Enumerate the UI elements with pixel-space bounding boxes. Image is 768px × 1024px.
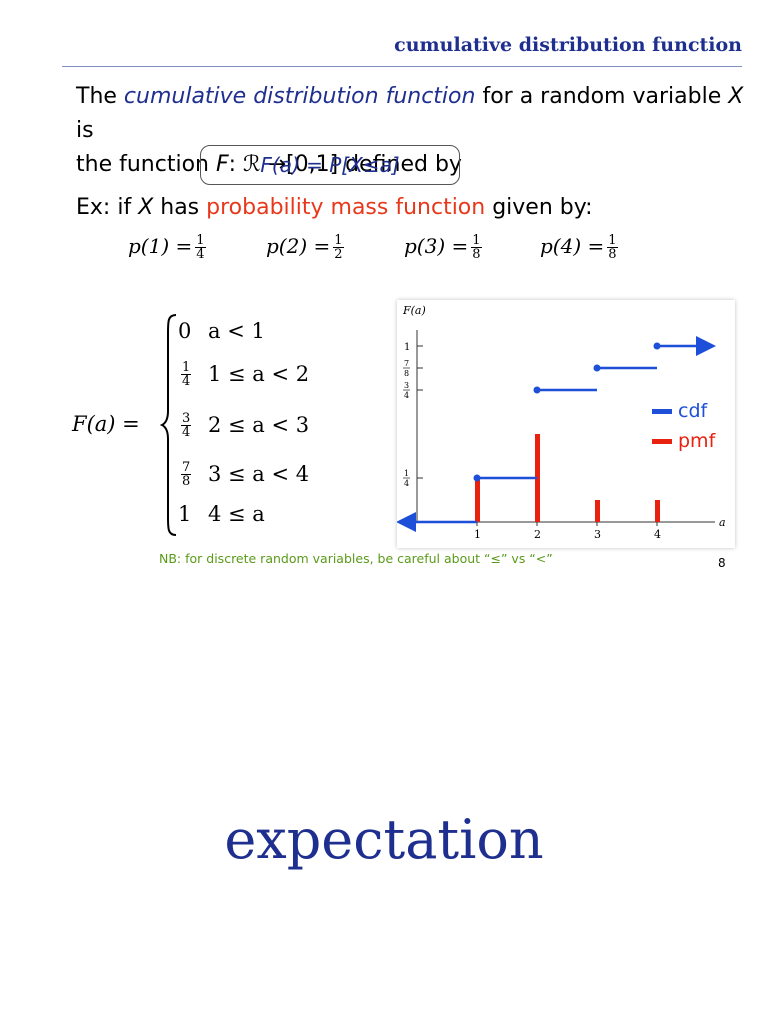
- ex-text: has: [153, 195, 207, 220]
- definition-paragraph: The cumulative distribution function for…: [76, 80, 756, 182]
- pmf-term: p(1) = 1 4: [128, 233, 206, 262]
- cdf-point: [533, 386, 541, 394]
- x-tick-label: 2: [534, 528, 541, 541]
- cdf-point: [473, 474, 481, 482]
- pmf-term: p(3) = 1 8: [404, 233, 482, 262]
- case-row: 1 4 ≤ a: [178, 502, 265, 526]
- def-function: F: [215, 152, 229, 177]
- page-number: 8: [718, 556, 726, 570]
- legend-swatch-cdf: [652, 408, 672, 414]
- def-term: cumulative distribution function: [123, 84, 476, 109]
- y-tick-label: 4: [404, 479, 409, 488]
- y-tick-label: 1: [404, 342, 410, 353]
- legend-label: pmf: [678, 430, 716, 452]
- ex-text: Ex: if: [76, 195, 139, 220]
- y-axis-label: F(a): [402, 304, 426, 317]
- pmf-bar: [475, 478, 480, 522]
- legend-swatch-pmf: [652, 438, 672, 444]
- y-tick-label: 4: [404, 391, 409, 400]
- cdf-chart: F(a) a 1 2 3 4 1 7 8 3 4 1 4 cdf pmf: [396, 300, 735, 548]
- x-axis-label: a: [719, 516, 726, 529]
- pmf-bar: [655, 500, 660, 522]
- legend-pmf: pmf: [652, 430, 715, 452]
- x-tick-label: 3: [594, 528, 601, 541]
- slide-title: cumulative distribution function: [394, 34, 742, 56]
- x-tick-label: 1: [474, 528, 481, 541]
- pmf-term: p(4) = 1 8: [540, 233, 618, 262]
- section-title: expectation: [224, 808, 544, 871]
- y-tick-label: 3: [404, 381, 409, 390]
- y-tick-label: 1: [404, 469, 409, 478]
- legend-label: cdf: [678, 400, 708, 422]
- brace-icon: [160, 314, 177, 536]
- cdf-point: [653, 342, 661, 350]
- ex-text: given by:: [485, 195, 593, 220]
- pmf-term: p(2) = 1 2: [266, 233, 344, 262]
- pmf-bar: [535, 434, 540, 522]
- legend-cdf: cdf: [652, 400, 707, 422]
- def-text: for a random variable: [475, 84, 729, 109]
- def-variable: X: [728, 84, 744, 109]
- cdf-point: [593, 364, 601, 372]
- case-row: 0 a < 1: [178, 319, 265, 343]
- y-tick-label: 8: [404, 369, 409, 378]
- definition-formula: F(a) = P[X≤a]: [260, 153, 400, 177]
- ex-variable: X: [138, 195, 154, 220]
- def-text: is: [76, 118, 94, 143]
- x-tick-label: 4: [654, 528, 661, 541]
- ex-highlight: probability mass function: [206, 195, 486, 220]
- title-divider: [62, 66, 742, 67]
- definition-formula-box: F(a) = P[X≤a]: [200, 145, 460, 185]
- example-line: Ex: if X has probability mass function g…: [76, 192, 593, 224]
- def-text: The: [76, 84, 124, 109]
- def-text: the function: [76, 152, 216, 177]
- note-text: NB: for discrete random variables, be ca…: [159, 551, 553, 566]
- pmf-bar: [595, 500, 600, 522]
- def-text: : ℛ →[0,1] defined by: [228, 152, 462, 177]
- y-tick-label: 7: [404, 359, 409, 368]
- piecewise-lhs: F(a) =: [72, 412, 140, 436]
